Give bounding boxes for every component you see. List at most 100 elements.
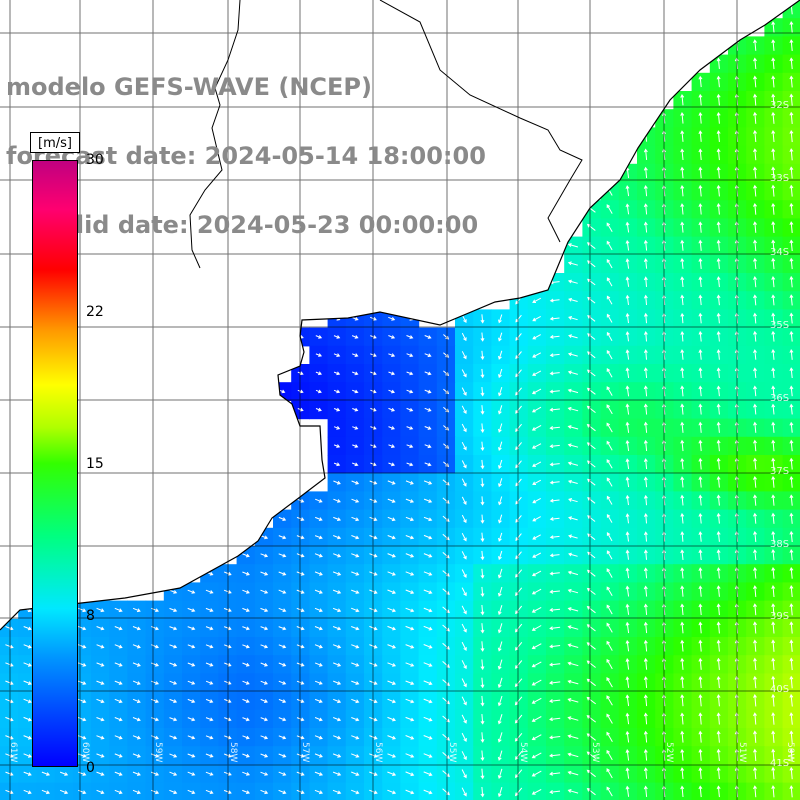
wind-arrow (643, 549, 648, 560)
wind-arrow (567, 770, 579, 776)
wind-arrow (680, 203, 685, 215)
wind-arrow (461, 478, 467, 487)
wind-arrow (698, 385, 703, 397)
wind-arrow (132, 680, 141, 685)
wind-arrow (205, 680, 214, 685)
latitude-label: 37S (770, 466, 790, 477)
wind-arrow (498, 496, 503, 506)
latitude-label: 39S (770, 611, 790, 622)
wind-arrow (531, 424, 542, 431)
wind-arrow (549, 444, 560, 449)
wind-arrow (789, 785, 794, 798)
wind-arrow (698, 567, 703, 579)
wind-arrow (567, 789, 579, 794)
wind-arrow (789, 421, 794, 433)
wind-arrow (753, 166, 757, 179)
longitude-label: 58W (228, 742, 238, 763)
wind-arrow (753, 148, 757, 161)
wind-arrow (625, 221, 630, 233)
wind-arrow (716, 403, 721, 415)
wind-arrow (424, 462, 432, 467)
wind-arrow (753, 549, 757, 561)
wind-arrow (716, 675, 721, 689)
wind-arrow (461, 423, 467, 433)
wind-arrow (461, 387, 467, 396)
wind-arrow (480, 623, 485, 634)
wind-arrow (169, 680, 178, 685)
wind-arrow (351, 753, 360, 758)
wind-arrow (643, 203, 648, 215)
wind-arrow (625, 494, 630, 506)
wind-arrow (771, 494, 776, 506)
wind-arrow (771, 21, 776, 33)
wind-arrow (387, 680, 396, 685)
wind-arrow (789, 494, 794, 506)
wind-arrow (278, 535, 287, 540)
wind-arrow (789, 367, 794, 379)
wind-arrow (424, 353, 432, 358)
longitude-label: 57W (300, 742, 310, 763)
wind-arrow (351, 316, 359, 321)
wind-arrow (205, 789, 214, 794)
wind-arrow (387, 735, 396, 740)
wind-arrow (242, 789, 251, 794)
wind-arrow (680, 549, 685, 560)
wind-arrow (680, 385, 685, 397)
wind-arrow (549, 608, 561, 612)
wind-arrow (498, 332, 503, 342)
wind-arrow (680, 694, 685, 707)
wind-arrow (423, 698, 433, 704)
wind-arrow (606, 204, 613, 214)
colorbar-tick-0: 0 (86, 760, 95, 776)
wind-arrow (643, 767, 648, 779)
wind-arrow (771, 239, 776, 252)
wind-arrow (771, 111, 776, 124)
wind-arrow (771, 566, 776, 579)
wind-arrow (643, 439, 648, 452)
wind-arrow (532, 516, 541, 522)
wind-arrow (716, 75, 721, 88)
wind-arrow (405, 716, 415, 722)
wind-arrow (480, 405, 485, 415)
wind-arrow (531, 570, 542, 577)
wind-arrow (333, 516, 342, 521)
wind-arrow (497, 695, 503, 707)
longitude-label: 56W (373, 742, 383, 763)
wind-arrow (753, 111, 757, 124)
wind-arrow (606, 495, 613, 505)
wind-arrow (789, 693, 794, 707)
wind-arrow (532, 479, 542, 485)
wind-arrow (549, 626, 561, 631)
wind-arrow (789, 475, 794, 488)
colorbar-tick-30: 30 (86, 152, 104, 168)
wind-arrow (387, 771, 397, 776)
wind-arrow (789, 202, 794, 215)
wind-arrow (461, 351, 467, 360)
wind-arrow (625, 767, 630, 779)
wind-arrow (716, 621, 721, 634)
wind-arrow (351, 680, 360, 685)
wind-arrow (532, 297, 542, 303)
wind-arrow (549, 407, 560, 412)
wind-arrow (567, 752, 579, 758)
wind-arrow (716, 385, 721, 397)
wind-arrow (716, 512, 721, 524)
wind-arrow (643, 676, 648, 688)
wind-arrow (643, 239, 648, 251)
wind-arrow (625, 513, 630, 524)
wind-arrow (514, 696, 523, 706)
wind-arrow (625, 621, 630, 634)
wind-arrow (423, 644, 433, 649)
wind-arrow (771, 221, 776, 233)
wind-arrow (5, 626, 14, 631)
wind-arrow (567, 661, 579, 667)
wind-arrow (698, 676, 703, 689)
wind-arrow (568, 534, 578, 539)
wind-arrow (461, 405, 467, 415)
wind-arrow (480, 768, 485, 780)
wind-arrow (461, 787, 467, 797)
wind-arrow (771, 39, 776, 51)
wind-arrow (680, 331, 685, 342)
wind-arrow (716, 276, 721, 288)
